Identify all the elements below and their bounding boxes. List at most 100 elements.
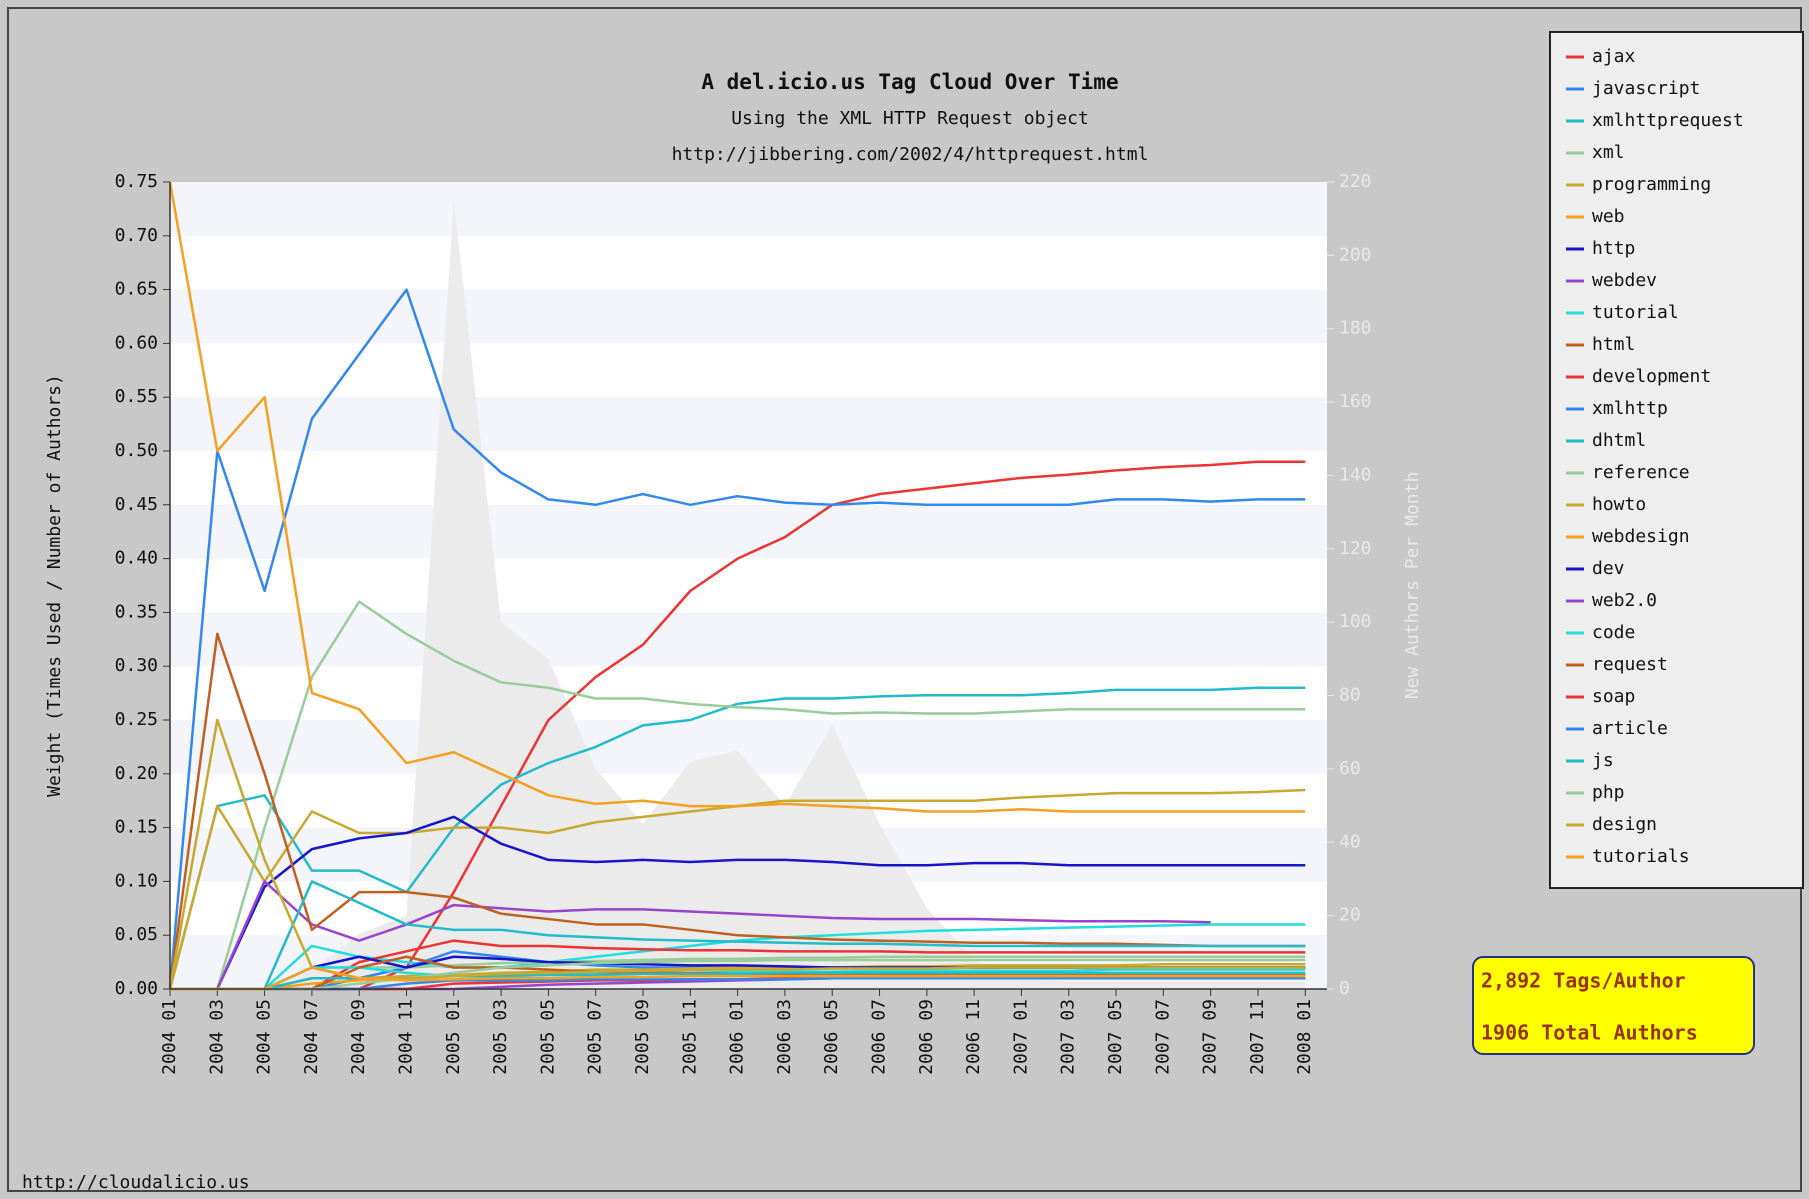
y-tick-label: 0.55: [115, 386, 158, 407]
legend-label: html: [1592, 334, 1635, 355]
x-tick-label: 2004 11: [396, 999, 417, 1075]
x-tick-label: 2004 07: [301, 999, 322, 1075]
y-tick-label: 0.40: [115, 548, 158, 569]
plot-band: [170, 504, 1327, 559]
legend-label: js: [1592, 750, 1614, 771]
chart-title: A del.icio.us Tag Cloud Over Time: [701, 70, 1118, 94]
x-tick-label: 2005 11: [679, 999, 700, 1075]
y2-tick-label: 60: [1339, 758, 1361, 779]
series-line: [170, 815, 1306, 991]
y-tick-label: 0.00: [115, 978, 158, 999]
legend-box: [1549, 31, 1804, 889]
x-tick-label: 2005 07: [585, 999, 606, 1075]
y2-tick-label: 0: [1339, 978, 1350, 999]
x-tick-label: 2007 07: [1152, 999, 1173, 1075]
y2-tick-label: 40: [1339, 831, 1361, 852]
series-line: [170, 966, 1306, 991]
y2-tick-label: 180: [1339, 318, 1372, 339]
legend-label: tutorial: [1592, 302, 1679, 323]
x-tick-label: 2005 09: [632, 999, 653, 1075]
plot-band: [170, 397, 1327, 451]
y-tick-label: 0.75: [115, 171, 158, 192]
x-tick-label: 2007 09: [1200, 999, 1221, 1075]
footer: http://cloudalicio.us: [22, 1172, 250, 1193]
series-line: [170, 939, 1306, 991]
x-tick-label: 2007 03: [1058, 999, 1079, 1075]
authors-area: [170, 200, 1306, 989]
x-tick-label: 2006 07: [869, 999, 890, 1075]
series-line: [170, 880, 1306, 991]
y2-tick-label: 220: [1339, 171, 1372, 192]
legend-label: xmlhttp: [1592, 398, 1668, 419]
stats-label: 2,892 Tags/Author: [1481, 969, 1686, 993]
series-line: [168, 632, 1306, 990]
y2-tick-label: 200: [1339, 244, 1372, 265]
legend-label: ajax: [1592, 46, 1636, 67]
y-tick-label: 0.10: [115, 870, 158, 891]
legend-label: webdev: [1592, 270, 1657, 291]
legend-label: xmlhttprequest: [1592, 110, 1744, 131]
legend-label: code: [1592, 622, 1635, 643]
x-tick-label: 2008 01: [1294, 999, 1315, 1075]
x-tick-label: 2006 01: [727, 999, 748, 1075]
y2-tick-label: 140: [1339, 464, 1372, 485]
plot-band: [170, 612, 1327, 667]
x-tick-label: 2006 11: [963, 999, 984, 1075]
chart-subtitle: Using the XML HTTP Request object: [731, 108, 1089, 129]
y-tick-label: 0.05: [115, 924, 158, 945]
y2-tick-label: 160: [1339, 391, 1372, 412]
stats-box: [1472, 956, 1755, 1055]
x-tick-label: 2005 05: [537, 999, 558, 1075]
legend-label: howto: [1592, 494, 1646, 515]
x-tick-label: 2006 05: [821, 999, 842, 1075]
x-tick-label: 2006 03: [774, 999, 795, 1075]
series-line: [170, 958, 1306, 991]
legend-label: programming: [1592, 174, 1711, 195]
legend-label: web2.0: [1592, 590, 1657, 611]
series-line: [168, 686, 1306, 990]
y2-axis-label: New Authors Per Month: [1402, 472, 1423, 700]
y2-tick-label: 100: [1339, 611, 1372, 632]
legend-label: dhtml: [1592, 430, 1646, 451]
y-tick-label: 0.60: [115, 332, 158, 353]
y-tick-label: 0.35: [115, 601, 158, 622]
series-line: [168, 181, 1306, 813]
legend-label: javascript: [1592, 78, 1700, 99]
legend-label: xml: [1592, 142, 1625, 163]
x-tick-label: 2004 09: [348, 999, 369, 1075]
legend-label: article: [1592, 718, 1668, 739]
plot-band: [170, 289, 1327, 344]
y-tick-label: 0.50: [115, 440, 158, 461]
y2-tick-label: 120: [1339, 538, 1372, 559]
legend-label: dev: [1592, 558, 1625, 579]
y-axis-label: Weight (Times Used / Number of Authors): [44, 374, 65, 797]
x-tick-label: 2004 05: [254, 999, 275, 1075]
y-tick-label: 0.15: [115, 817, 158, 838]
y-tick-label: 0.70: [115, 225, 158, 246]
legend-label: php: [1592, 782, 1625, 803]
y2-tick-label: 80: [1339, 685, 1361, 706]
y-tick-label: 0.45: [115, 494, 158, 515]
series-line: [168, 288, 1306, 990]
legend-label: tutorials: [1592, 846, 1690, 867]
legend-label: soap: [1592, 686, 1635, 707]
x-tick-label: 2007 01: [1010, 999, 1031, 1075]
stats-label: 1906 Total Authors: [1481, 1021, 1698, 1045]
y-tick-label: 0.65: [115, 279, 158, 300]
legend-label: design: [1592, 814, 1657, 835]
x-tick-label: 2005 01: [443, 999, 464, 1075]
plot-band: [170, 182, 1327, 236]
y-tick-label: 0.30: [115, 655, 158, 676]
legend-label: http: [1592, 238, 1635, 259]
x-tick-label: 2007 05: [1105, 999, 1126, 1075]
x-tick-label: 2004 03: [206, 999, 227, 1075]
legend-label: webdesign: [1592, 526, 1690, 547]
series-line: [170, 880, 1211, 991]
y-tick-label: 0.20: [115, 763, 158, 784]
x-tick-label: 2007 11: [1247, 999, 1268, 1075]
source-url: http://jibbering.com/2002/4/httprequest.…: [672, 144, 1149, 165]
x-tick-label: 2005 03: [490, 999, 511, 1075]
legend-label: request: [1592, 654, 1668, 675]
